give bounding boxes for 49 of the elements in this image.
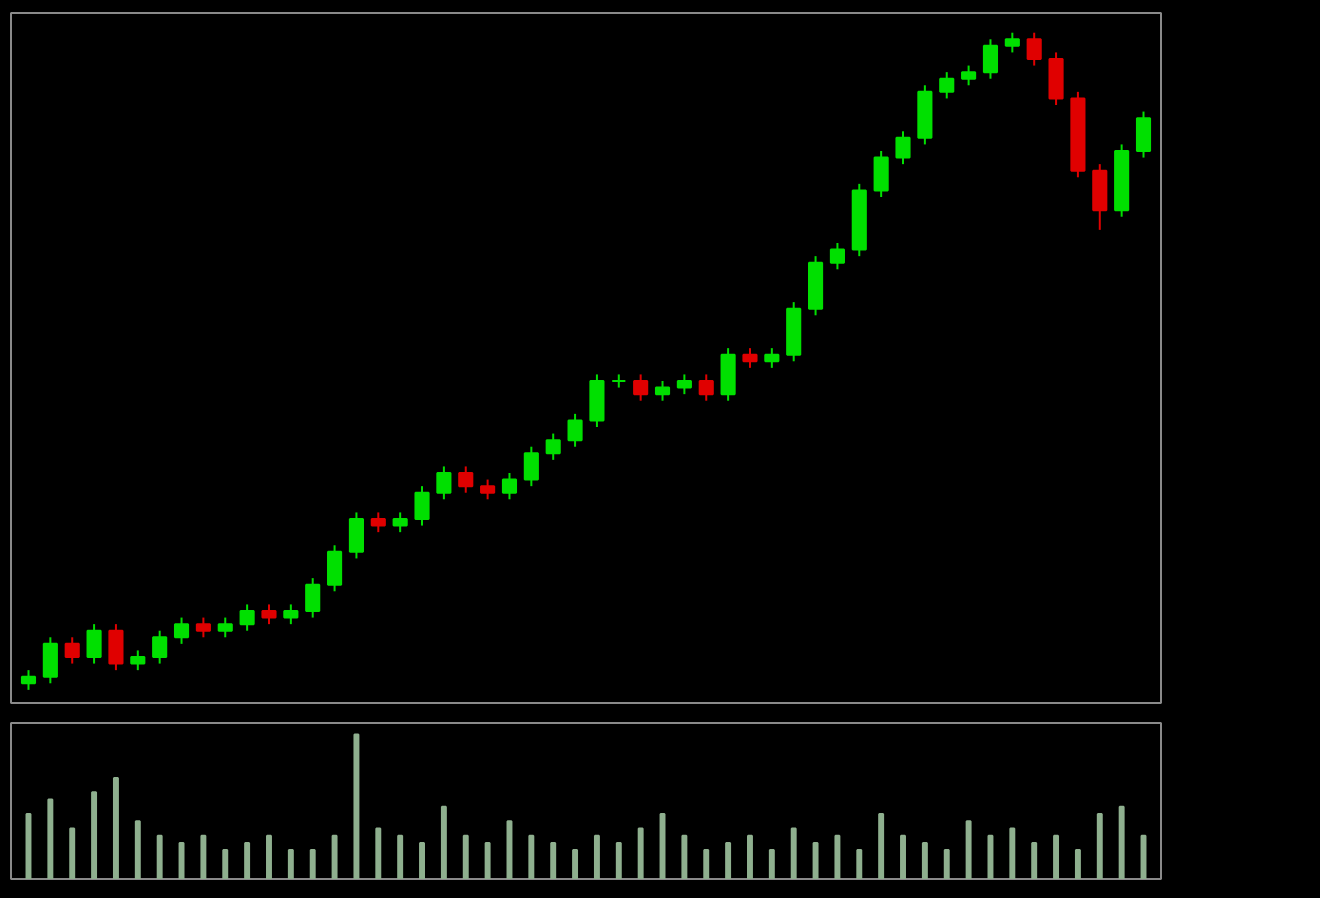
candlestick: [982, 38, 999, 80]
candlestick: [42, 636, 58, 685]
candlestick: [829, 242, 845, 271]
candlestick: [130, 649, 146, 672]
candlestick: [370, 511, 386, 534]
candlestick: [327, 544, 343, 593]
candlestick: [654, 380, 671, 402]
candlestick: [392, 511, 408, 534]
candlestick: [567, 412, 583, 448]
candlestick: [86, 623, 102, 665]
candlestick: [414, 485, 430, 527]
candlestick: [436, 465, 452, 501]
candlestick: [786, 301, 802, 363]
candlestick: [611, 373, 627, 389]
candlestick: [1135, 110, 1152, 159]
candlestick: [873, 150, 889, 198]
candlestick: [742, 347, 758, 369]
candlestick: [523, 445, 539, 488]
candlestick: [917, 84, 933, 146]
candlestick: [195, 616, 211, 639]
candlestick: [108, 623, 124, 672]
candlestick: [152, 629, 168, 665]
candlestick: [1004, 31, 1020, 54]
candlestick: [173, 616, 190, 645]
candlestick: [217, 616, 233, 639]
candlestick: [698, 373, 714, 402]
candlestick: [501, 472, 518, 501]
candlestick: [961, 64, 977, 87]
candlestick: [939, 71, 955, 100]
candlestick: [480, 478, 496, 501]
candlestick: [545, 432, 561, 461]
candlestick: [895, 130, 911, 166]
candlestick: [283, 603, 299, 626]
candlestick: [764, 347, 780, 369]
candlestick: [676, 373, 692, 396]
candlestick: [348, 511, 364, 560]
candlestick: [1026, 31, 1042, 67]
candlestick: [64, 636, 80, 665]
candlestick: [589, 373, 605, 428]
candlestick: [1048, 51, 1064, 106]
candlestick: [1092, 163, 1108, 231]
candlestick: [20, 669, 37, 691]
candlestick: [239, 603, 255, 632]
candlestick: [633, 373, 649, 402]
candlestick: [261, 603, 277, 626]
candlestick: [305, 577, 321, 619]
candlestick: [808, 255, 824, 317]
candlestick: [720, 347, 736, 402]
candlestick: [458, 465, 474, 494]
